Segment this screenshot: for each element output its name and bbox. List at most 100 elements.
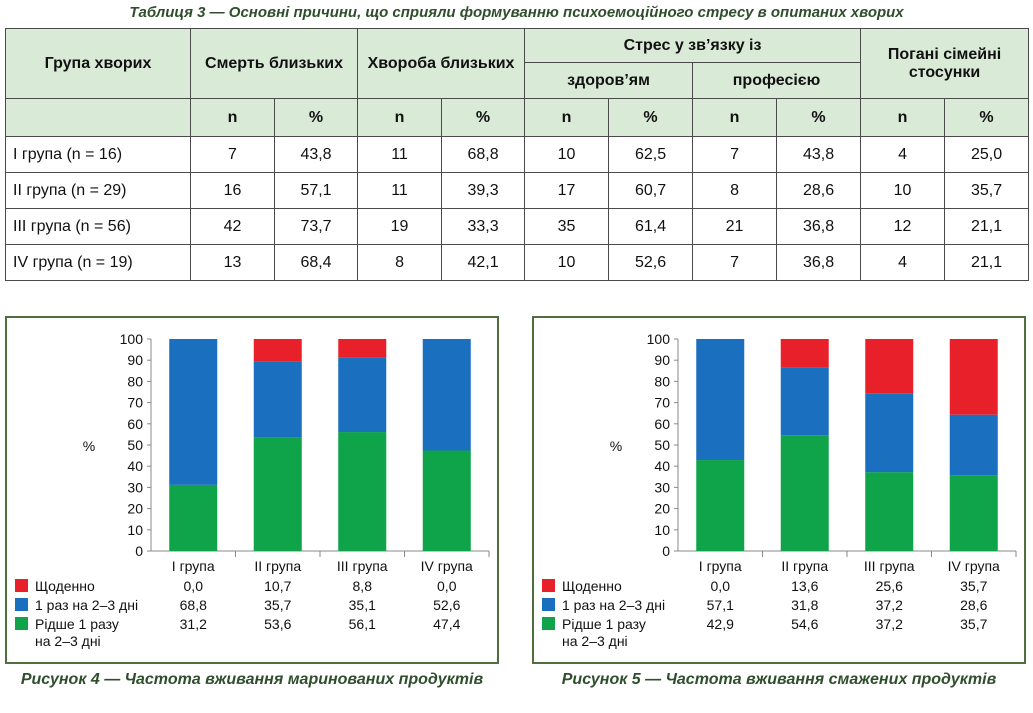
y-tick-label: 10 xyxy=(127,522,143,538)
table-cell: 42,1 xyxy=(441,244,526,281)
table-cell: 7 xyxy=(190,136,275,173)
legend-swatch xyxy=(542,579,555,592)
header-pct: % xyxy=(441,98,526,137)
figure-5-chart: 0 10 20 30 40 50 60 70 80 90 100% I група II група II… xyxy=(542,331,1017,649)
data-label: 25,6 xyxy=(876,578,903,594)
y-tick-label: 40 xyxy=(654,458,670,474)
data-label: 54,6 xyxy=(791,616,818,632)
table-cell: 10 xyxy=(860,172,946,209)
bar-segment xyxy=(422,450,471,551)
row-group-cell: II група (n = 29) xyxy=(5,172,191,209)
bar-segment xyxy=(780,435,829,551)
figure-4-panel: 0 10 20 30 40 50 60 70 80 90 100% I група II група II… xyxy=(5,316,499,664)
bar-segment xyxy=(338,357,387,433)
figure-4-chart: 0 10 20 30 40 50 60 70 80 90 100% I група II група II… xyxy=(15,331,490,649)
bar-segment xyxy=(169,339,218,485)
header-n: n xyxy=(190,98,275,137)
bar-segment xyxy=(949,414,998,476)
legend-swatch xyxy=(15,598,28,611)
table-cell: 68,4 xyxy=(273,244,359,281)
table-cell: 8 xyxy=(357,244,443,281)
x-tick-label: III група xyxy=(864,558,915,574)
data-label: 31,8 xyxy=(791,597,818,613)
row-group-cell: III група (n = 56) xyxy=(5,208,191,245)
x-tick-label: I група xyxy=(699,558,742,574)
legend-swatch xyxy=(542,617,555,630)
y-tick-label: 40 xyxy=(127,458,143,474)
header-stress: Стрес у зв’язку із xyxy=(524,28,862,63)
bar-segment xyxy=(865,393,914,473)
table-cell: 16 xyxy=(190,172,275,209)
table-cell: 43,8 xyxy=(776,136,862,173)
header-n: n xyxy=(357,98,443,137)
data-label: 42,9 xyxy=(707,616,734,632)
data-label: 28,6 xyxy=(960,597,987,613)
legend-label: 1 раз на 2–3 дні xyxy=(35,597,138,613)
table-cell: 57,1 xyxy=(273,172,359,209)
data-label: 31,2 xyxy=(180,616,207,632)
y-tick-label: 100 xyxy=(647,331,671,347)
y-tick-label: 50 xyxy=(127,437,143,453)
table-cell: 17 xyxy=(524,172,610,209)
bar-segment xyxy=(780,367,829,436)
data-label: 35,1 xyxy=(349,597,376,613)
y-tick-label: 30 xyxy=(654,479,670,495)
header-profession: професією xyxy=(692,62,862,99)
table-cell: 12 xyxy=(860,208,946,245)
figure-5-caption: Рисунок 5 — Частота вживання смажених пр… xyxy=(561,671,997,688)
table-row: IV група (n = 19) 13 68,4 8 42,1 10 52,6 7 36,8 4… xyxy=(5,244,1030,281)
row-group-cell: IV група (n = 19) xyxy=(5,244,191,281)
y-tick-label: 90 xyxy=(654,352,670,368)
table-cell: 28,6 xyxy=(776,172,862,209)
bar-segment xyxy=(253,437,302,551)
row-group-cell: I група (n = 16) xyxy=(5,136,191,173)
x-tick-label: II група xyxy=(781,558,828,574)
table-cell: 61,4 xyxy=(608,208,694,245)
bar-segment xyxy=(949,339,998,415)
legend-label: Щоденно xyxy=(562,578,622,594)
bar-segment xyxy=(253,361,302,438)
y-axis-label: % xyxy=(610,438,622,454)
data-label: 0,0 xyxy=(184,578,204,594)
y-tick-label: 100 xyxy=(120,331,144,347)
table-cell: 10 xyxy=(524,136,610,173)
data-label: 0,0 xyxy=(711,578,731,594)
bar-segment xyxy=(338,339,387,358)
legend-label: Щоденно xyxy=(35,578,95,594)
data-label: 35,7 xyxy=(264,597,291,613)
legend-swatch xyxy=(15,579,28,592)
x-tick-label: IV група xyxy=(948,558,1000,574)
x-tick-label: II група xyxy=(254,558,301,574)
data-label: 35,7 xyxy=(960,578,987,594)
data-label: 35,7 xyxy=(960,616,987,632)
table-cell: 21,1 xyxy=(944,208,1030,245)
bar-segment xyxy=(696,460,745,551)
x-tick-label: IV група xyxy=(421,558,473,574)
header-health: здоров’ям xyxy=(524,62,694,99)
data-label: 57,1 xyxy=(707,597,734,613)
data-label: 37,2 xyxy=(876,616,903,632)
y-tick-label: 0 xyxy=(662,543,670,559)
y-tick-label: 90 xyxy=(127,352,143,368)
header-pct: % xyxy=(944,98,1030,137)
table-cell: 33,3 xyxy=(441,208,526,245)
bar-segment xyxy=(949,475,998,551)
table-cell: 8 xyxy=(692,172,778,209)
table-cell: 39,3 xyxy=(441,172,526,209)
table-cell: 4 xyxy=(860,136,946,173)
table-cell: 7 xyxy=(692,136,778,173)
header-n: n xyxy=(692,98,778,137)
table-row: II група (n = 29) 16 57,1 11 39,3 17 60,7 8 28,6… xyxy=(5,172,1030,209)
bar-segment xyxy=(865,339,914,394)
table-cell: 42 xyxy=(190,208,275,245)
data-label: 47,4 xyxy=(433,616,460,632)
table-cell: 35 xyxy=(524,208,610,245)
table-cell: 36,8 xyxy=(776,208,862,245)
bar-segment xyxy=(865,472,914,551)
data-label: 37,2 xyxy=(876,597,903,613)
table-cell: 10 xyxy=(524,244,610,281)
bar-segment xyxy=(696,339,745,461)
table-cell: 11 xyxy=(357,136,443,173)
header-pct: % xyxy=(776,98,862,137)
bar-segment xyxy=(253,339,302,362)
